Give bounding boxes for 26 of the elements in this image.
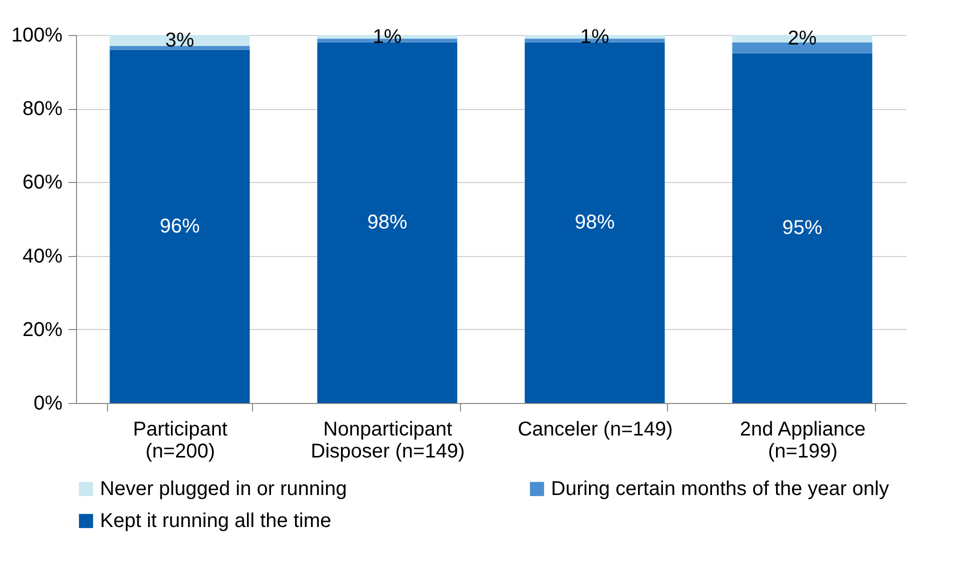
- bar: [317, 42, 458, 403]
- legend-label: Kept it running all the time: [100, 510, 332, 532]
- data-label: 1%: [580, 26, 610, 48]
- x-tick-label: 2nd Appliance (n=199): [740, 418, 866, 462]
- y-tick-label: 80%: [22, 98, 63, 120]
- y-tick-label: 40%: [22, 245, 63, 268]
- data-label: 98%: [574, 212, 615, 234]
- legend-label: Never plugged in or running: [100, 478, 347, 500]
- data-label: 3%: [165, 30, 194, 52]
- data-label: 95%: [782, 217, 822, 240]
- x-tick-label: Nonparticipant Disposer (n=149): [310, 418, 465, 462]
- y-tick-label: 60%: [22, 172, 63, 194]
- data-label: 96%: [160, 215, 200, 238]
- data-label: 98%: [367, 212, 408, 234]
- legend-label: During certain months of the year only: [551, 478, 889, 500]
- bar: [732, 53, 872, 403]
- x-tick-label: Participant (n=200): [133, 418, 228, 462]
- y-tick-label: 20%: [22, 318, 63, 341]
- bar: [110, 46, 250, 50]
- data-label: 1%: [372, 26, 402, 48]
- data-label: 2%: [788, 28, 817, 50]
- y-tick-label: 100%: [11, 24, 63, 46]
- x-tick-label: Canceler (n=149): [518, 418, 673, 440]
- y-tick-label: 0%: [34, 392, 63, 414]
- bar: [524, 42, 665, 403]
- bar: [110, 50, 250, 403]
